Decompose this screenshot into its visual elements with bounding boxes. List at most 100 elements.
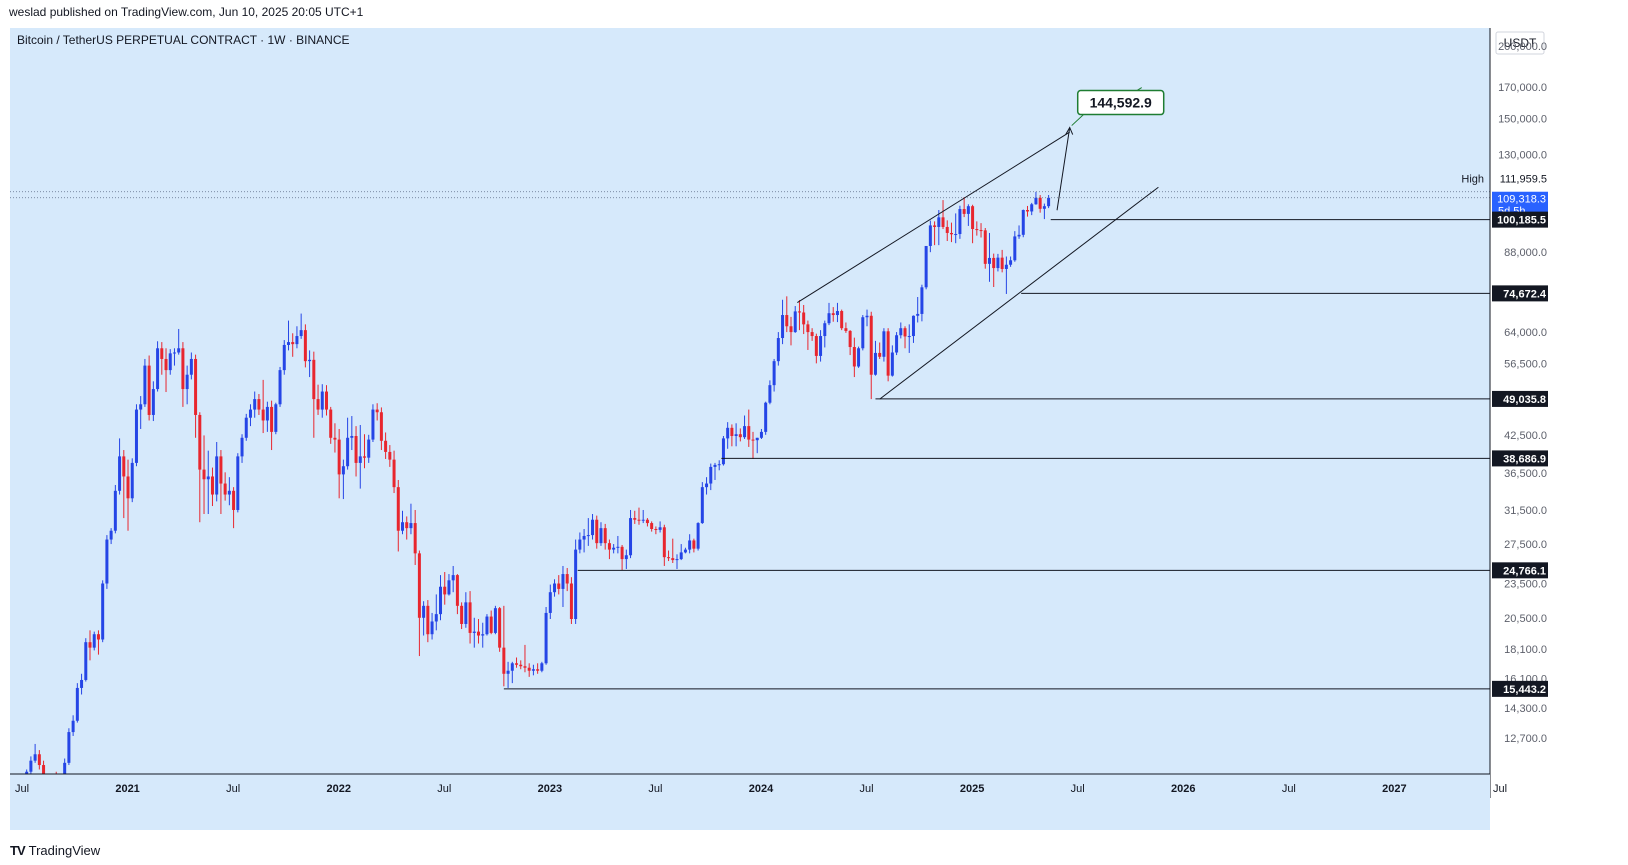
candle-body <box>329 409 333 438</box>
candle-body <box>270 406 274 432</box>
level-badge <box>1492 211 1548 228</box>
candle-body <box>586 535 590 537</box>
channel-upper-line <box>797 131 1070 303</box>
candle-body <box>337 439 341 475</box>
candle-body <box>261 409 265 421</box>
candle-body <box>468 602 472 633</box>
candle-body <box>303 330 307 362</box>
candle-body <box>557 583 561 589</box>
candle-body <box>472 631 476 633</box>
candle-body <box>781 315 785 339</box>
candle-body <box>569 583 573 620</box>
candle-body <box>409 523 413 529</box>
currency-label: USDT <box>1504 36 1537 50</box>
time-tick-label: Jul <box>226 783 240 795</box>
candle-body <box>523 666 527 668</box>
candle-body <box>899 328 903 336</box>
level-badge <box>1492 450 1548 467</box>
price-tick-label: 18,100.0 <box>1504 644 1547 656</box>
candle-body <box>164 358 168 371</box>
candle-body <box>206 476 210 480</box>
level-badge-label: 15,443.2 <box>1503 684 1546 696</box>
candle-body <box>595 519 599 544</box>
time-tick-label: Jul <box>1282 783 1296 795</box>
time-tick-label: 2026 <box>1171 783 1195 795</box>
published-header: weslad published on TradingView.com, Jun… <box>9 5 364 19</box>
candle-body <box>477 631 481 636</box>
price-chart[interactable]: 144,592.9 Bitcoin / TetherUS PERPETUAL C… <box>10 28 1548 830</box>
candle-body <box>493 608 497 633</box>
candle-body <box>721 438 725 465</box>
price-tick-label: 27,500.0 <box>1504 539 1547 551</box>
candle-body <box>413 523 417 554</box>
candle-body <box>308 359 312 362</box>
candle-body <box>565 574 569 584</box>
price-tick-label: 200,000.0 <box>1498 41 1547 53</box>
candle-body <box>37 754 41 766</box>
candle-body <box>113 490 117 531</box>
candle-body <box>312 359 316 400</box>
candle-body <box>244 417 248 438</box>
candle-body <box>624 555 628 560</box>
candle-body <box>71 720 75 733</box>
candle-body <box>185 374 189 390</box>
candle-body <box>316 399 320 410</box>
candle-body <box>966 206 970 214</box>
candle-body <box>202 469 206 480</box>
candle-body <box>33 754 37 761</box>
candle-body <box>122 456 126 477</box>
candle-body <box>747 426 751 440</box>
candle-body <box>903 328 907 337</box>
price-tick-label: 14,300.0 <box>1504 703 1547 715</box>
candle-body <box>354 436 358 463</box>
candle-body <box>422 605 426 618</box>
candle-body <box>654 529 658 531</box>
candle-body <box>515 663 519 665</box>
candle-body <box>916 313 920 316</box>
level-badge <box>1492 680 1548 697</box>
candle-body <box>675 559 679 561</box>
candle-body <box>460 605 464 624</box>
price-tick-label: 31,500.0 <box>1504 505 1547 517</box>
candle-body <box>886 331 890 376</box>
candle-body <box>489 616 493 633</box>
candle-body <box>949 232 953 235</box>
candle-body <box>405 522 409 529</box>
candle-body <box>189 358 193 375</box>
candle-body <box>227 490 231 495</box>
candle-body <box>730 427 734 437</box>
chart-background <box>10 28 1548 830</box>
candle-body <box>1038 197 1042 209</box>
candle-body <box>971 206 975 230</box>
candle-body <box>1030 204 1034 212</box>
candle-body <box>160 348 164 359</box>
tradingview-logo[interactable]: TV TradingView <box>10 843 100 858</box>
candle-body <box>920 287 924 314</box>
time-tick-label: Jul <box>437 783 451 795</box>
candle-body <box>578 539 582 550</box>
candle-body <box>688 540 692 550</box>
candle-body <box>937 217 941 227</box>
time-tick-label: 2024 <box>749 783 774 795</box>
candle-body <box>506 670 510 674</box>
candle-body <box>726 427 730 439</box>
projection-label-box <box>1076 89 1165 116</box>
price-tick-label: 150,000.0 <box>1498 113 1547 125</box>
candle-body <box>582 535 586 540</box>
candle-body <box>553 583 557 593</box>
candle-body <box>962 209 966 214</box>
candle-body <box>823 323 827 337</box>
candle-body <box>130 462 134 499</box>
candle-body <box>63 762 67 777</box>
candle-body <box>84 642 88 680</box>
candle-body <box>143 365 147 405</box>
candle-body <box>751 439 755 441</box>
last-price-label: 109,318.3 <box>1497 194 1546 206</box>
candle-body <box>181 348 185 390</box>
candle-body <box>709 466 713 484</box>
candle-body <box>417 553 421 618</box>
price-tick-label: 20,500.0 <box>1504 613 1547 625</box>
candle-body <box>835 311 839 316</box>
candle-body <box>379 412 383 441</box>
candle-body <box>498 608 502 648</box>
